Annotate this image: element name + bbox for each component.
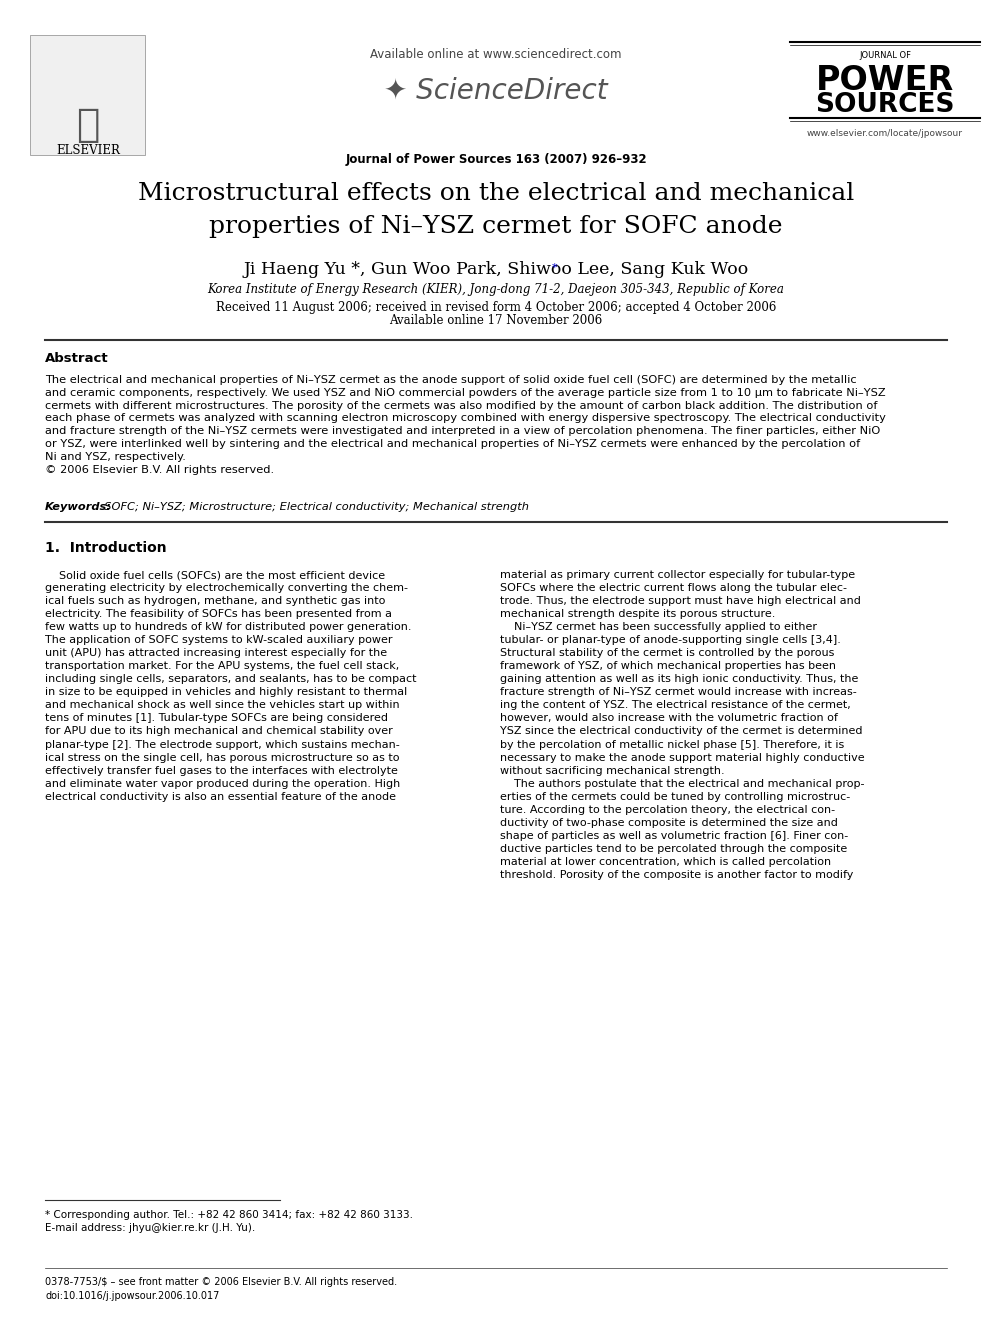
- Text: ✦ ScienceDirect: ✦ ScienceDirect: [384, 75, 608, 105]
- Text: Available online at www.sciencedirect.com: Available online at www.sciencedirect.co…: [370, 49, 622, 61]
- Text: www.elsevier.com/locate/jpowsour: www.elsevier.com/locate/jpowsour: [807, 128, 963, 138]
- Text: doi:10.1016/j.jpowsour.2006.10.017: doi:10.1016/j.jpowsour.2006.10.017: [45, 1291, 219, 1301]
- Text: * Corresponding author. Tel.: +82 42 860 3414; fax: +82 42 860 3133.: * Corresponding author. Tel.: +82 42 860…: [45, 1211, 413, 1220]
- Text: Microstructural effects on the electrical and mechanical
properties of Ni–YSZ ce: Microstructural effects on the electrica…: [138, 183, 854, 238]
- Text: Korea Institute of Energy Research (KIER), Jong-dong 71-2, Daejeon 305-343, Repu: Korea Institute of Energy Research (KIER…: [207, 283, 785, 296]
- Text: POWER: POWER: [815, 64, 954, 97]
- Text: Received 11 August 2006; received in revised form 4 October 2006; accepted 4 Oct: Received 11 August 2006; received in rev…: [216, 302, 776, 315]
- Text: Abstract: Abstract: [45, 352, 109, 365]
- Text: *: *: [553, 263, 558, 273]
- Text: 0378-7753/$ – see front matter © 2006 Elsevier B.V. All rights reserved.: 0378-7753/$ – see front matter © 2006 El…: [45, 1277, 397, 1287]
- Text: ELSEVIER: ELSEVIER: [57, 143, 120, 156]
- Text: 1.  Introduction: 1. Introduction: [45, 541, 167, 556]
- Text: JOURNAL OF: JOURNAL OF: [859, 50, 911, 60]
- Text: Available online 17 November 2006: Available online 17 November 2006: [390, 314, 602, 327]
- Text: Journal of Power Sources 163 (2007) 926–932: Journal of Power Sources 163 (2007) 926–…: [345, 153, 647, 167]
- Text: material as primary current collector especially for tubular-type
SOFCs where th: material as primary current collector es…: [500, 570, 865, 880]
- Text: E-mail address: jhyu@kier.re.kr (J.H. Yu).: E-mail address: jhyu@kier.re.kr (J.H. Yu…: [45, 1222, 255, 1233]
- Bar: [30, 34, 145, 155]
- Text: The electrical and mechanical properties of Ni–YSZ cermet as the anode support o: The electrical and mechanical properties…: [45, 374, 886, 475]
- Text: Keywords:: Keywords:: [45, 501, 112, 512]
- Text: Ji Haeng Yu *, Gun Woo Park, Shiwoo Lee, Sang Kuk Woo: Ji Haeng Yu *, Gun Woo Park, Shiwoo Lee,…: [243, 262, 749, 279]
- Text: Solid oxide fuel cells (SOFCs) are the most efficient device
generating electric: Solid oxide fuel cells (SOFCs) are the m…: [45, 570, 417, 802]
- Text: 🌳: 🌳: [76, 106, 99, 144]
- Text: SOFC; Ni–YSZ; Microstructure; Electrical conductivity; Mechanical strength: SOFC; Ni–YSZ; Microstructure; Electrical…: [97, 501, 529, 512]
- Text: SOURCES: SOURCES: [815, 93, 954, 118]
